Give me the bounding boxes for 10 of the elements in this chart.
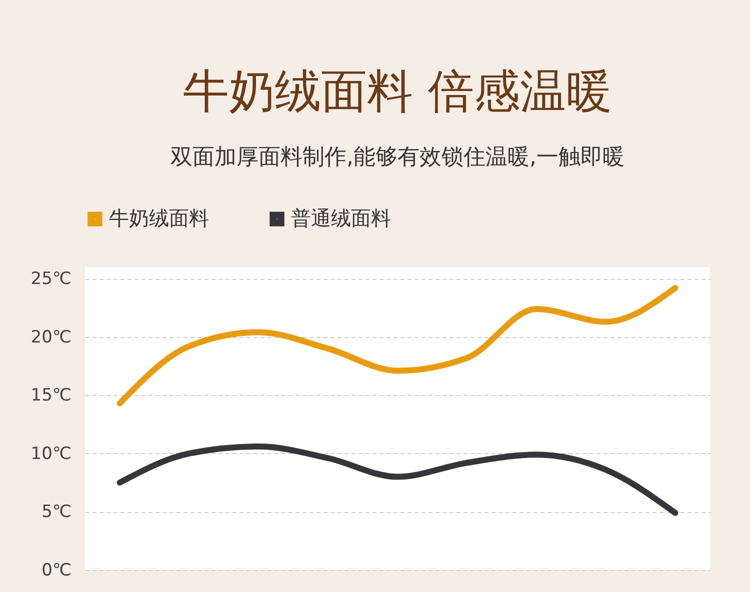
legend-label: 普通绒面料 xyxy=(291,206,391,230)
y-tick-label: 0℃ xyxy=(42,560,72,580)
y-tick-label: 15℃ xyxy=(30,386,72,406)
legend-label: 牛奶绒面料 xyxy=(109,206,209,230)
y-tick-label: 20℃ xyxy=(30,327,72,348)
y-tick-label: 10℃ xyxy=(30,444,72,464)
y-tick-label: 5℃ xyxy=(42,502,72,522)
y-tick-label: 25℃ xyxy=(30,269,72,290)
chart-title: 牛奶绒面料 倍感温暖 xyxy=(183,64,612,118)
chart-subtitle: 双面加厚面料制作,能够有效锁住温暖,一触即暖 xyxy=(170,145,624,170)
